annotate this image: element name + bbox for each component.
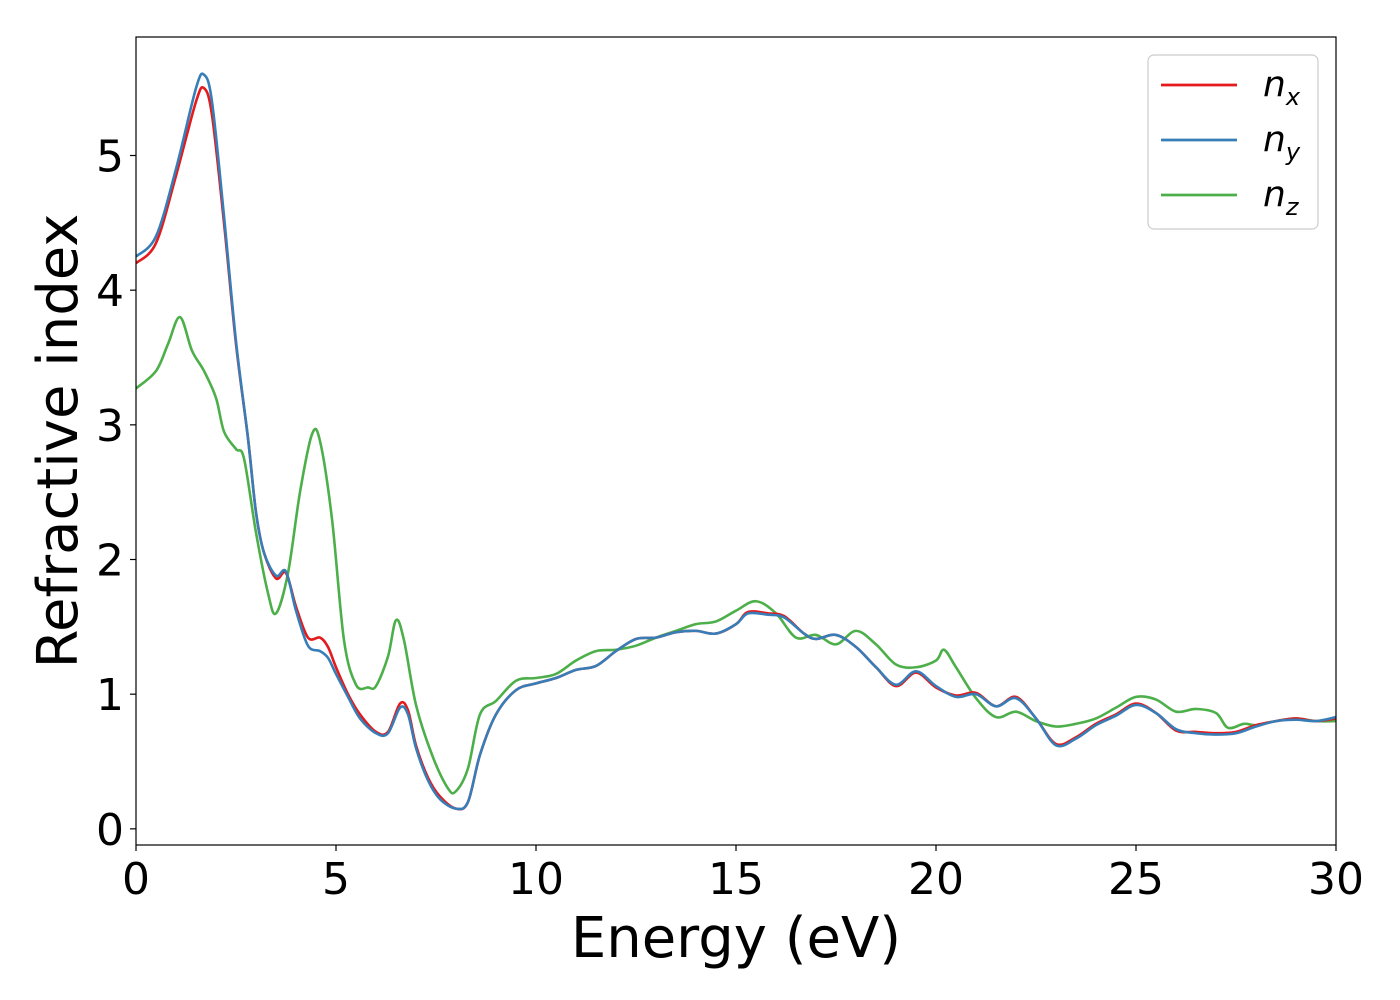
legend-label-base: n (1263, 119, 1286, 160)
legend-label-subscript: y (1285, 138, 1301, 166)
series-layer (136, 72, 1336, 811)
x-tick-label: 5 (322, 854, 350, 905)
x-axis-label: Energy (eV) (571, 906, 901, 971)
legend-label-subscript: x (1285, 83, 1301, 111)
y-axis-label: Refractive index (26, 214, 91, 669)
x-tick-label: 20 (908, 854, 964, 905)
y-tick-label: 4 (96, 266, 124, 317)
x-tick-label: 30 (1308, 854, 1364, 905)
x-tick-label: 25 (1108, 854, 1164, 905)
y-tick-label: 2 (96, 536, 124, 587)
y-tick-label: 3 (96, 401, 124, 452)
legend-label-nz: nz (1263, 174, 1300, 221)
legend-label-nx: nx (1263, 64, 1301, 111)
x-tick-label: 0 (122, 854, 150, 905)
legend-label-base: n (1263, 174, 1286, 215)
x-tick-label: 10 (508, 854, 564, 905)
legend-label-subscript: z (1285, 193, 1300, 221)
y-tick-label: 1 (96, 670, 124, 721)
series-line-ny (136, 72, 1336, 811)
legend-box (1147, 54, 1319, 230)
y-tick-label: 0 (96, 805, 124, 856)
legend-label-base: n (1263, 64, 1286, 105)
x-axis-ticks: 0 5 10 15 20 25 30 (122, 845, 1364, 905)
legend-label-ny: ny (1263, 119, 1301, 166)
x-tick-label: 15 (708, 854, 764, 905)
y-axis-ticks: 0 1 2 3 4 5 (96, 132, 136, 856)
y-tick-label: 5 (96, 132, 124, 183)
